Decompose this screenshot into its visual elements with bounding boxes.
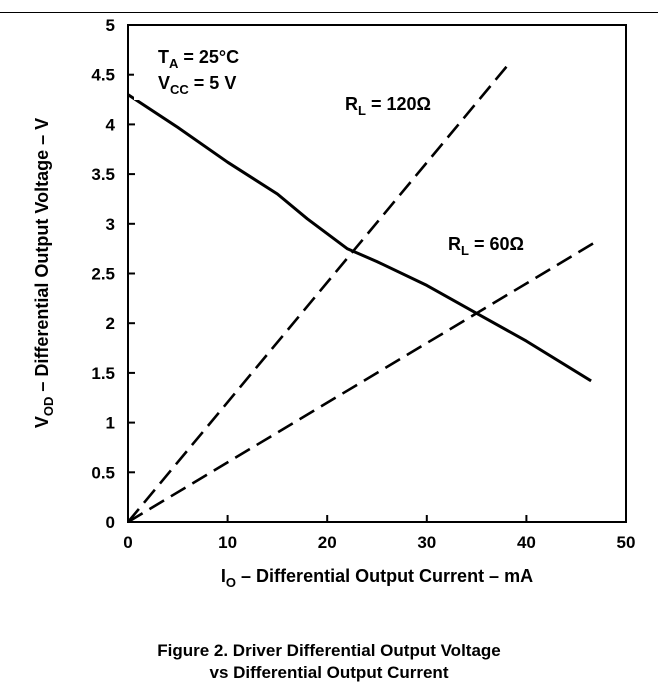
y-axis-ticks: 0 0.5 1 1.5 2 2.5 3 3.5 4 4.5 5 — [91, 16, 135, 532]
caption-line-2: vs Differential Output Current — [209, 663, 449, 682]
y-tick-label: 2.5 — [91, 265, 115, 284]
x-tick-label: 20 — [318, 533, 337, 552]
condition-temperature: TA = 25°C — [158, 47, 239, 71]
x-tick-label: 30 — [417, 533, 436, 552]
x-axis-ticks: 0 10 20 30 40 50 — [123, 515, 635, 552]
x-axis-title: IO – Differential Output Current – mA — [221, 566, 533, 590]
load-line-rl-60 — [127, 240, 597, 524]
y-tick-label: 2 — [106, 314, 115, 333]
y-axis-title: VOD – Differential Output Voltage – V — [32, 118, 56, 428]
condition-supply-voltage: VCC = 5 V — [158, 73, 236, 97]
figure-caption: Figure 2. Driver Differential Output Vol… — [0, 640, 658, 684]
y-tick-label: 5 — [106, 16, 115, 35]
chart: 0 0.5 1 1.5 2 2.5 3 3.5 4 4.5 5 0 10 20 30 40 50 TA = 2… — [32, 16, 635, 590]
x-tick-label: 50 — [617, 533, 636, 552]
conditions-box — [134, 34, 272, 100]
y-tick-label: 1 — [106, 414, 115, 433]
series-label-rl-120: RL = 120Ω — [345, 94, 431, 118]
y-tick-label: 3.5 — [91, 165, 115, 184]
y-tick-label: 4.5 — [91, 66, 115, 85]
y-tick-label: 1.5 — [91, 364, 115, 383]
top-rule — [0, 12, 658, 13]
caption-line-1: Figure 2. Driver Differential Output Vol… — [157, 641, 501, 660]
series-group — [127, 65, 597, 524]
load-line-rl-120 — [127, 65, 508, 523]
y-tick-label: 3 — [106, 215, 115, 234]
y-tick-label: 0.5 — [91, 463, 115, 482]
curve-voltage-vs-current — [127, 93, 592, 383]
x-tick-label: 10 — [218, 533, 237, 552]
series-label-rl-60: RL = 60Ω — [448, 234, 524, 258]
y-tick-label: 0 — [106, 513, 115, 532]
x-tick-label: 0 — [123, 533, 132, 552]
y-tick-label: 4 — [106, 115, 116, 134]
x-tick-label: 40 — [517, 533, 536, 552]
